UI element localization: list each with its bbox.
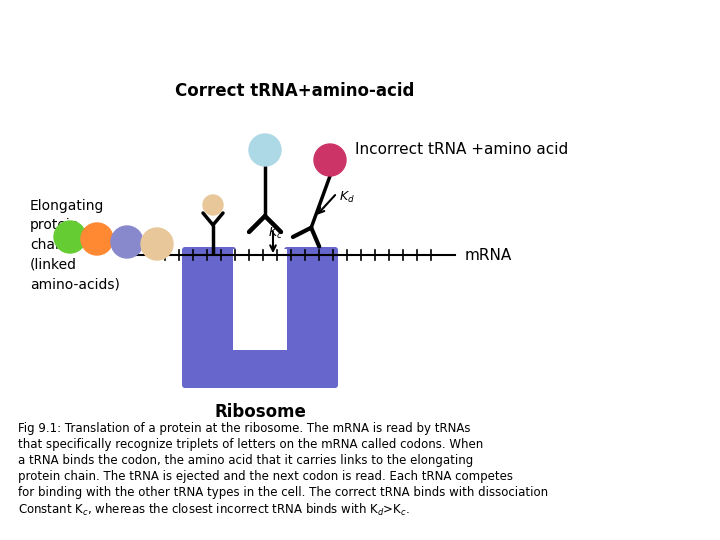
Text: Correct tRNA+amino-acid: Correct tRNA+amino-acid [175,82,415,100]
Text: protein chain. The tRNA is ejected and the next codon is read. Each tRNA compete: protein chain. The tRNA is ejected and t… [18,470,513,483]
Circle shape [203,195,223,215]
Text: mRNA: mRNA [465,247,512,262]
Text: Fig 9.1: Translation of a protein at the ribosome. The mRNA is read by tRNAs: Fig 9.1: Translation of a protein at the… [18,422,470,435]
Circle shape [81,223,113,255]
Text: for binding with the other tRNA types in the cell. The correct tRNA binds with d: for binding with the other tRNA types in… [18,486,548,499]
FancyBboxPatch shape [284,247,338,348]
FancyBboxPatch shape [182,247,236,348]
Text: that specifically recognize triplets of letters on the mRNA called codons. When: that specifically recognize triplets of … [18,438,483,451]
Circle shape [54,221,86,253]
Text: Constant K$_c$, whereas the closest incorrect tRNA binds with K$_d$>K$_c$.: Constant K$_c$, whereas the closest inco… [18,502,410,518]
Text: $K_d$: $K_d$ [339,190,355,205]
Text: Elongating
protein
chain
(linked
amino-acids): Elongating protein chain (linked amino-a… [30,199,120,291]
Text: Ribosome: Ribosome [214,403,306,421]
Circle shape [249,134,281,166]
FancyBboxPatch shape [182,332,338,388]
Circle shape [111,226,143,258]
Text: Incorrect tRNA +amino acid: Incorrect tRNA +amino acid [355,143,568,158]
Circle shape [141,228,173,260]
Text: $K_c$: $K_c$ [268,226,283,241]
Circle shape [314,144,346,176]
Text: a tRNA binds the codon, the amino acid that it carries links to the elongating: a tRNA binds the codon, the amino acid t… [18,454,473,467]
Bar [233,249,287,350]
